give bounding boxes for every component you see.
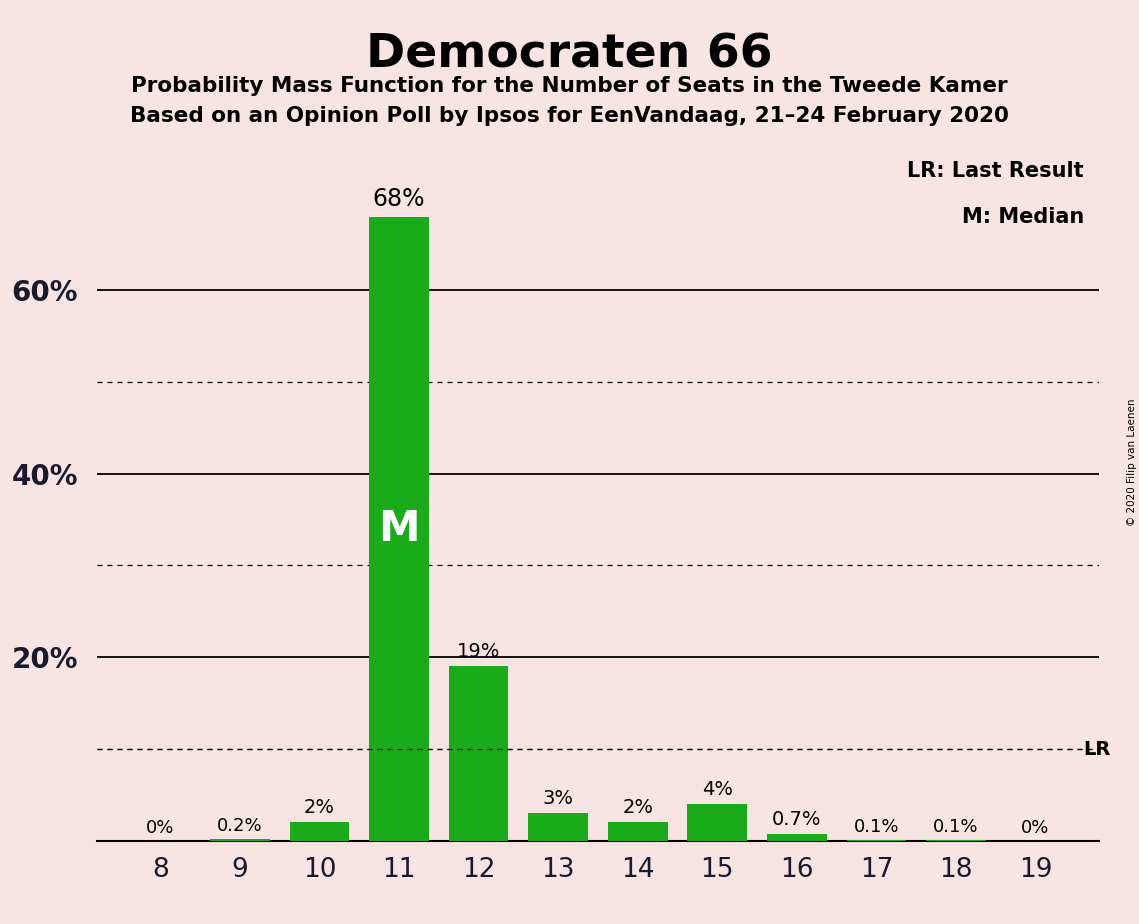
Text: 0%: 0% bbox=[146, 820, 174, 837]
Text: © 2020 Filip van Laenen: © 2020 Filip van Laenen bbox=[1126, 398, 1137, 526]
Text: LR: LR bbox=[1083, 739, 1111, 759]
Bar bbox=[688, 804, 747, 841]
Text: 0%: 0% bbox=[1022, 820, 1050, 837]
Bar bbox=[449, 666, 508, 841]
Text: 4%: 4% bbox=[702, 780, 732, 798]
Text: Based on an Opinion Poll by Ipsos for EenVandaag, 21–24 February 2020: Based on an Opinion Poll by Ipsos for Ee… bbox=[130, 106, 1009, 127]
Text: 19%: 19% bbox=[457, 642, 500, 661]
Bar bbox=[608, 822, 667, 841]
Bar bbox=[528, 813, 588, 841]
Bar bbox=[767, 834, 827, 841]
Text: Probability Mass Function for the Number of Seats in the Tweede Kamer: Probability Mass Function for the Number… bbox=[131, 76, 1008, 96]
Text: 0.1%: 0.1% bbox=[933, 819, 978, 836]
Text: LR: Last Result: LR: Last Result bbox=[908, 161, 1084, 181]
Text: 0.7%: 0.7% bbox=[772, 810, 821, 829]
Text: 0.1%: 0.1% bbox=[853, 819, 899, 836]
Text: 68%: 68% bbox=[372, 188, 425, 212]
Text: 0.2%: 0.2% bbox=[218, 818, 263, 835]
Text: 2%: 2% bbox=[622, 798, 654, 817]
Text: 3%: 3% bbox=[542, 789, 574, 808]
Bar bbox=[369, 216, 429, 841]
Text: M: Median: M: Median bbox=[961, 207, 1084, 227]
Text: Democraten 66: Democraten 66 bbox=[366, 32, 773, 78]
Bar bbox=[289, 822, 350, 841]
Bar bbox=[211, 839, 270, 841]
Text: 2%: 2% bbox=[304, 798, 335, 817]
Text: M: M bbox=[378, 508, 420, 550]
